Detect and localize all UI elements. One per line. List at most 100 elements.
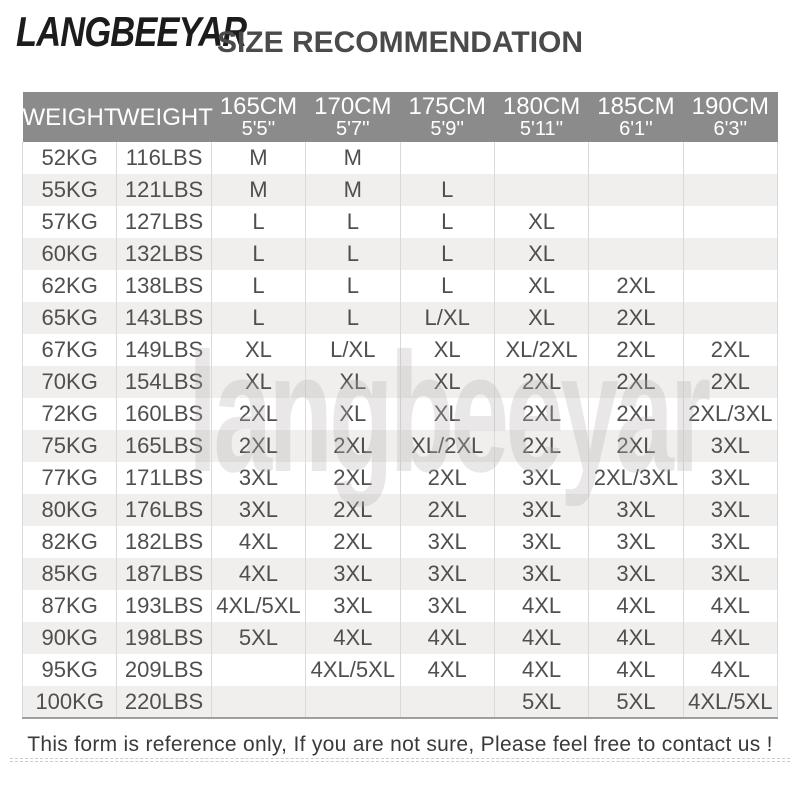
size-cell [399, 686, 495, 719]
size-cell: 4XL [399, 622, 495, 655]
size-cell: L [210, 302, 307, 335]
size-cell: 2XL/3XL [682, 398, 779, 431]
size-cell: 3XL [399, 590, 495, 623]
size-cell [493, 174, 590, 207]
size-cell: 2XL [588, 366, 684, 399]
table-row: 65KG 143LBS L L L/XL XL 2XL [21, 302, 779, 335]
size-cell: 3XL [682, 430, 779, 463]
size-cell: 3XL [682, 558, 779, 591]
size-cell: L/XL [305, 334, 401, 367]
size-cell: L [399, 174, 495, 207]
size-cell: 4XL [682, 590, 779, 623]
size-cell: 4XL/5XL [210, 590, 307, 623]
height-ft-label: 5'11'' [519, 118, 564, 141]
size-cell: XL [210, 366, 307, 399]
size-cell: 4XL [493, 654, 590, 687]
size-cell [588, 174, 684, 207]
size-cell [682, 238, 779, 271]
height-ft-label: 5'5'' [241, 118, 276, 141]
table-row: 67KG 149LBS XL L/XL XL XL/2XL 2XL 2XL [21, 334, 779, 367]
weight-lbs-cell: 154LBS [116, 366, 212, 399]
size-cell: 3XL [682, 462, 779, 495]
size-cell [210, 686, 307, 719]
size-cell: L [305, 238, 401, 271]
size-cell: L [210, 238, 307, 271]
header-weight-kg: WEIGHT [22, 92, 119, 143]
size-cell: 4XL [493, 590, 590, 623]
size-cell: 2XL [682, 334, 779, 367]
weight-lbs-cell: 132LBS [116, 238, 212, 271]
weight-lbs-cell: 176LBS [116, 494, 212, 527]
height-cm-label: 175CM [408, 93, 486, 120]
weight-kg-cell: 60KG [21, 238, 118, 271]
weight-kg-cell: 80KG [21, 494, 118, 527]
size-cell: 3XL [305, 558, 401, 591]
weight-kg-cell: 62KG [21, 270, 118, 303]
size-cell: 2XL [682, 366, 779, 399]
size-cell: 3XL [399, 558, 495, 591]
weight-kg-cell: 75KG [21, 430, 118, 463]
size-cell: XL [493, 270, 590, 303]
size-cell: 4XL [305, 622, 401, 655]
size-cell: 3XL [305, 590, 401, 623]
table-row: 55KG 121LBS M M L [21, 174, 779, 207]
size-table: WEIGHT WEIGHT 165CM 5'5'' 170CM 5'7'' 175CM 5'9… [21, 92, 779, 720]
size-cell: 4XL [210, 526, 307, 559]
weight-lbs-cell: 165LBS [116, 430, 212, 463]
size-cell: 4XL [682, 654, 779, 687]
size-recommendation-table: WEIGHT WEIGHT 165CM 5'5'' 170CM 5'7'' 175CM 5'9… [21, 92, 779, 720]
size-cell: 3XL [588, 558, 684, 591]
weight-lbs-cell: 116LBS [116, 142, 212, 175]
table-body: 52KG 116LBS M M 55KG 121LBS M M L 57KG 127LBS L L L XL… [21, 142, 779, 719]
size-cell: 2XL [493, 430, 590, 463]
size-cell [588, 142, 684, 175]
size-cell [682, 206, 779, 239]
height-cm-label: 185CM [597, 93, 675, 120]
size-cell: XL [399, 398, 495, 431]
size-cell: XL [493, 206, 590, 239]
size-cell [399, 142, 495, 175]
header-height-190cm: 190CM 6'3'' [683, 92, 778, 143]
size-cell: 3XL [588, 526, 684, 559]
size-cell: M [305, 142, 401, 175]
weight-kg-cell: 70KG [21, 366, 118, 399]
table-row: 57KG 127LBS L L L XL [21, 206, 779, 239]
size-cell: 2XL [588, 334, 684, 367]
size-cell: 4XL/5XL [305, 654, 401, 687]
size-cell: 2XL [493, 366, 590, 399]
header-height-185cm: 185CM 6'1'' [588, 92, 684, 143]
weight-lbs-cell: 220LBS [116, 686, 212, 719]
table-row: 62KG 138LBS L L L XL 2XL [21, 270, 779, 303]
brand-logo: LANGBEEYAR [16, 8, 247, 55]
table-row: 80KG 176LBS 3XL 2XL 2XL 3XL 3XL 3XL [21, 494, 779, 527]
table-row: 52KG 116LBS M M [21, 142, 779, 175]
weight-kg-cell: 100KG [21, 686, 118, 719]
weight-lbs-cell: 149LBS [116, 334, 212, 367]
size-cell: 3XL [588, 494, 684, 527]
size-cell: 3XL [210, 462, 307, 495]
size-cell: 4XL [493, 622, 590, 655]
size-cell: 3XL [682, 526, 779, 559]
header-height-175cm: 175CM 5'9'' [400, 92, 495, 143]
height-ft-label: 6'3'' [713, 118, 748, 141]
height-cm-label: 180CM [502, 93, 581, 120]
size-cell: 2XL/3XL [588, 462, 684, 495]
table-row: 85KG 187LBS 4XL 3XL 3XL 3XL 3XL 3XL [21, 558, 779, 591]
size-cell: XL/2XL [399, 430, 495, 463]
size-cell: 3XL [493, 494, 590, 527]
size-cell [588, 206, 684, 239]
size-cell: XL [305, 366, 401, 399]
table-row: 77KG 171LBS 3XL 2XL 2XL 3XL 2XL/3XL 3XL [21, 462, 779, 495]
size-cell: XL [493, 238, 590, 271]
weight-lbs-cell: 143LBS [116, 302, 212, 335]
size-cell: 4XL [399, 654, 495, 687]
header-height-165cm: 165CM 5'5'' [211, 92, 306, 143]
size-cell: 3XL [493, 558, 590, 591]
size-cell: 2XL [588, 302, 684, 335]
size-cell: 4XL [588, 622, 684, 655]
size-cell: 3XL [399, 526, 495, 559]
weight-kg-cell: 90KG [21, 622, 118, 655]
size-cell [493, 142, 590, 175]
size-cell: 2XL [399, 494, 495, 527]
size-cell [682, 302, 779, 335]
